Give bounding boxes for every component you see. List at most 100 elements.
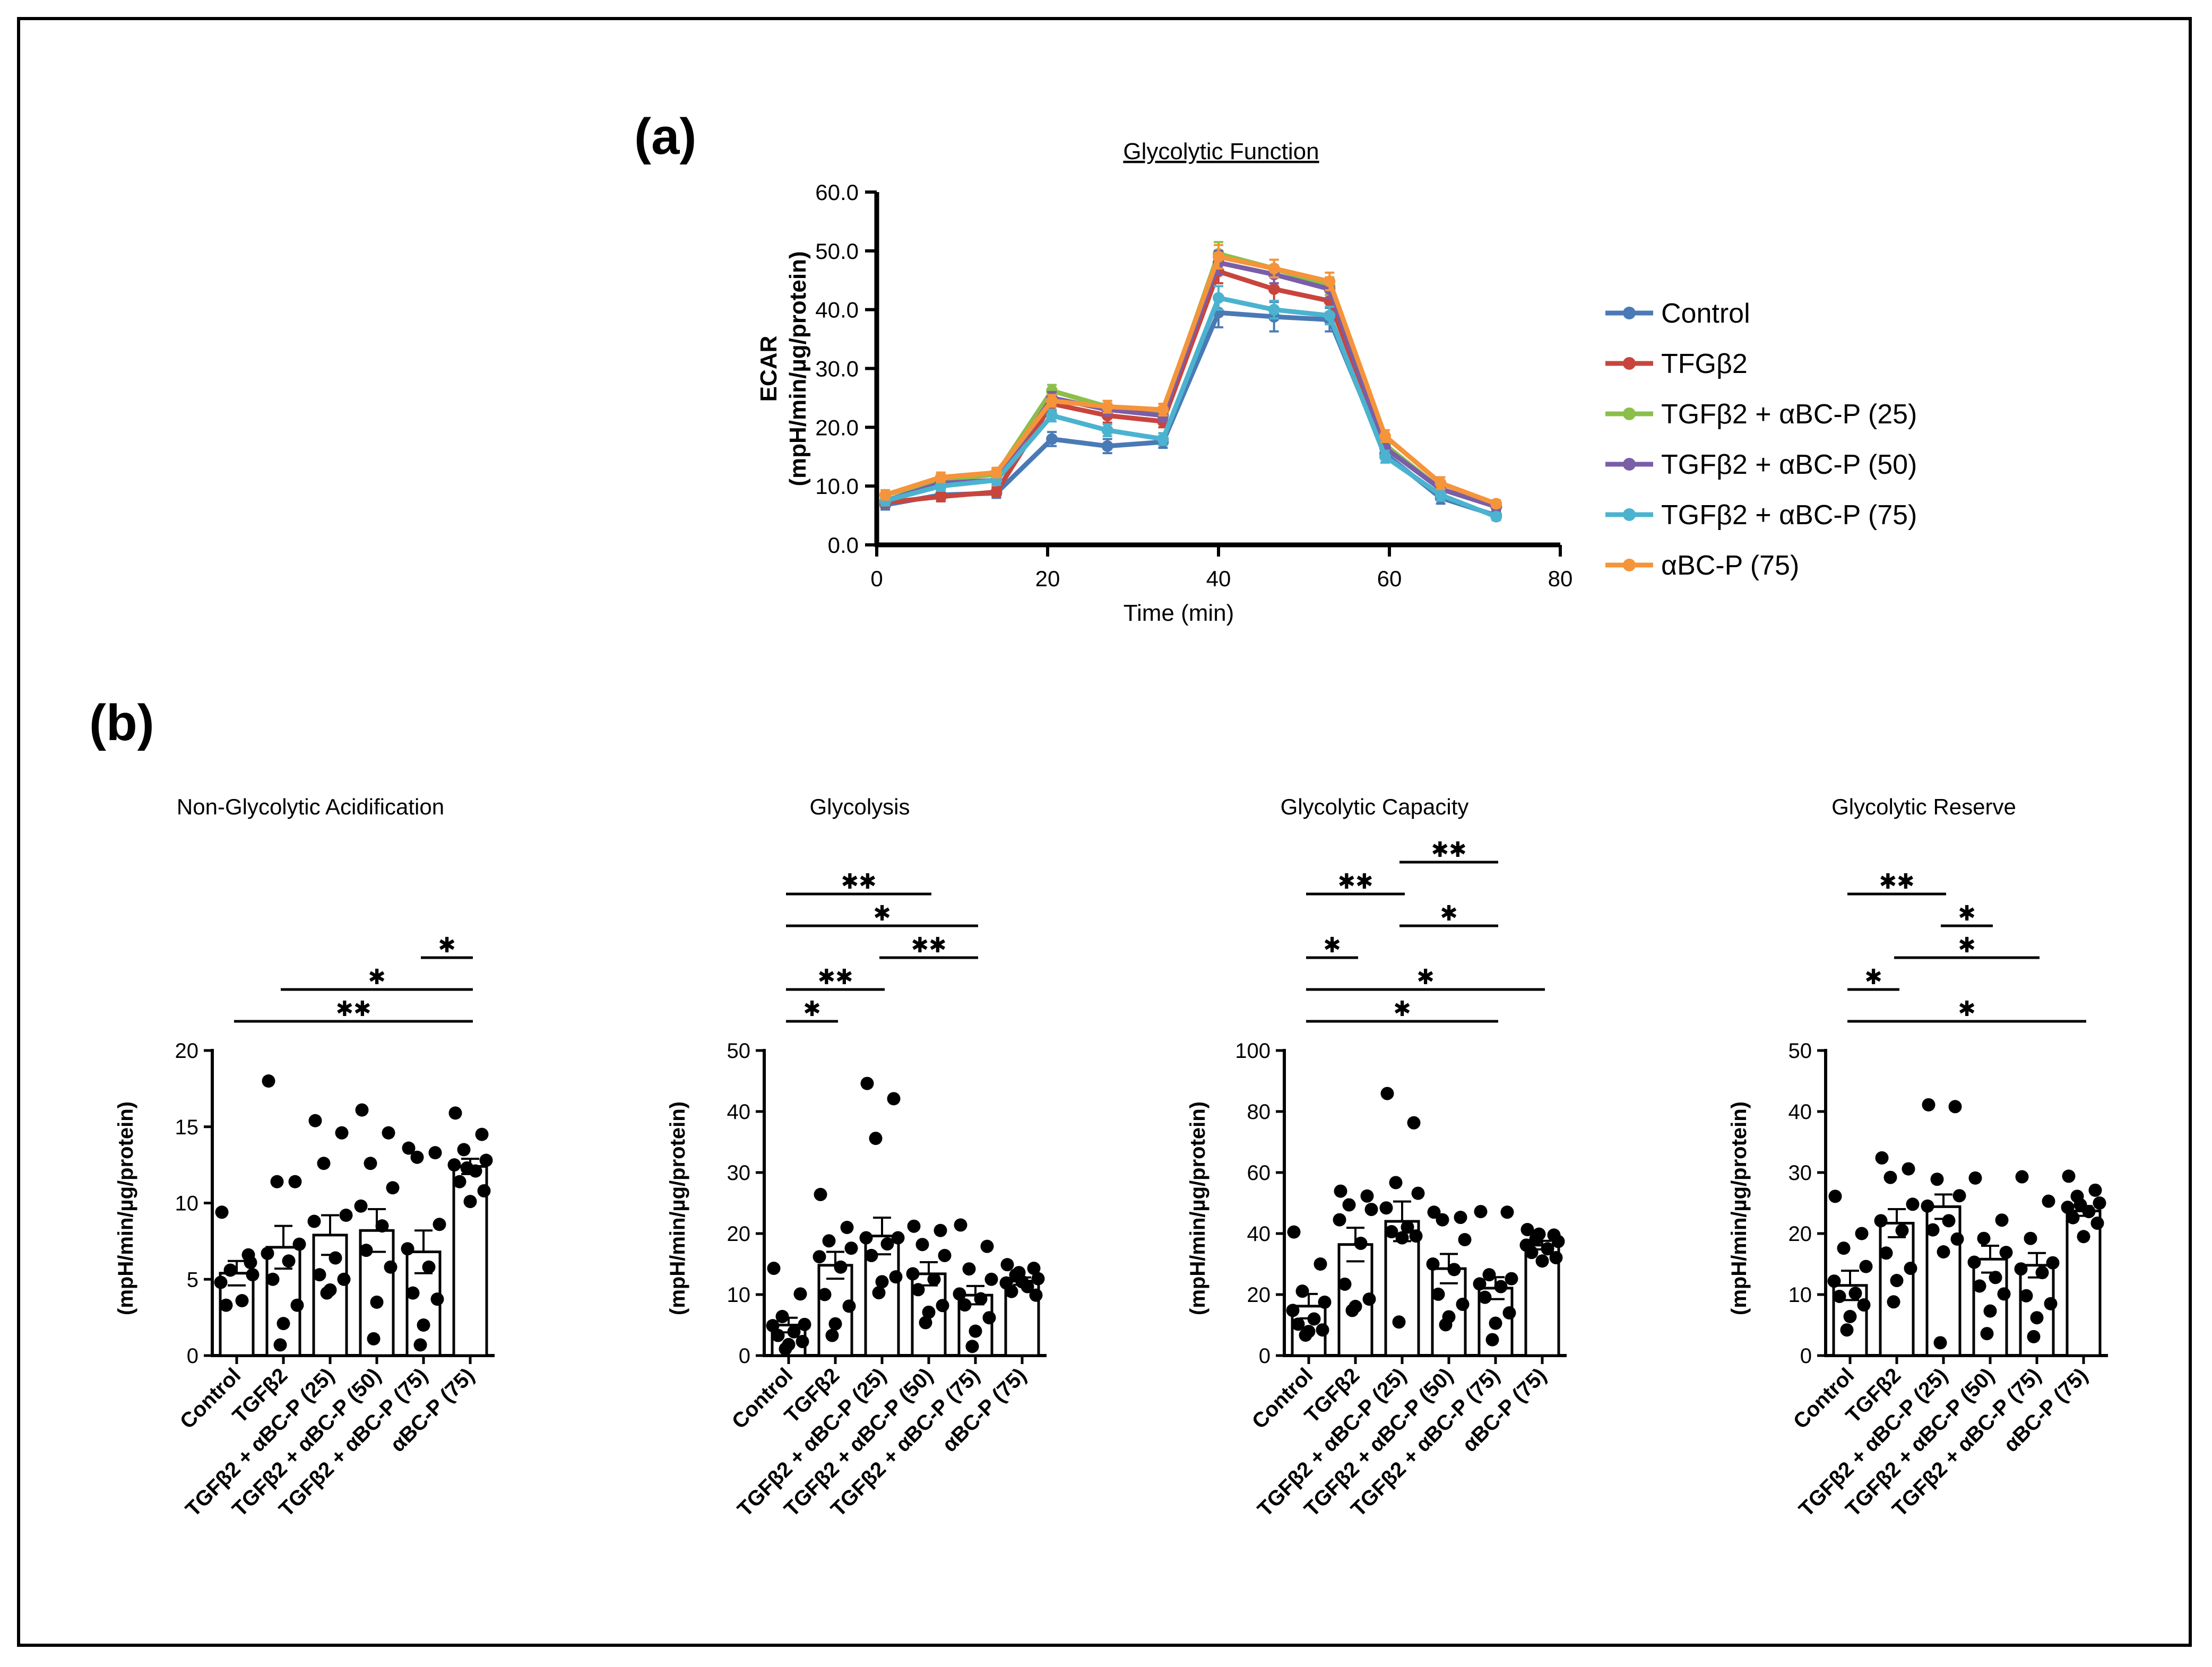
data-point: [1307, 1312, 1321, 1326]
data-point: [798, 1317, 811, 1331]
significance-label: ✱: [1958, 997, 1976, 1021]
data-point: [386, 1181, 400, 1195]
data-point: [1983, 1304, 1997, 1318]
data-point: [1439, 1318, 1453, 1332]
x-tick-label: 80: [1548, 566, 1573, 591]
x-tick-label: Control: [1789, 1364, 1859, 1434]
significance-label: ✱: [1864, 966, 1882, 989]
data-point: [448, 1106, 462, 1120]
y-tick-label: 10: [1788, 1283, 1812, 1307]
data-point: [453, 1175, 466, 1188]
y-axis-label-line1: ECAR: [756, 336, 782, 402]
data-point: [1364, 1203, 1378, 1217]
data-point: [1456, 1297, 1470, 1311]
data-point: [235, 1294, 249, 1307]
data-point: [1286, 1304, 1300, 1317]
significance-label: ✱: [1323, 934, 1341, 957]
data-point: [1411, 1186, 1425, 1200]
data-point: [1952, 1189, 1966, 1203]
series-line: [884, 254, 1497, 506]
data-point: [779, 1342, 792, 1356]
data-point: [766, 1319, 780, 1333]
data-point: [1435, 489, 1447, 501]
glycolytic-reserve-chart: Glycolytic Reserve 0 10 20 30 40 50 (mpH/min/µg…: [1727, 794, 2108, 1521]
data-point: [934, 1223, 947, 1237]
data-point: [1333, 1213, 1346, 1227]
data-point: [1926, 1223, 1940, 1237]
data-point: [825, 1329, 839, 1342]
data-point: [1380, 1087, 1394, 1100]
data-point: [842, 1299, 856, 1313]
data-point: [273, 1338, 287, 1352]
data-point: [906, 1267, 920, 1281]
data-point: [337, 1272, 351, 1286]
data-point: [1012, 1266, 1026, 1280]
data-point: [936, 1299, 949, 1313]
legend-marker: [1623, 357, 1636, 370]
y-tick-label: 0: [739, 1344, 750, 1368]
significance-label: ✱: [1393, 997, 1411, 1021]
data-point: [261, 1246, 274, 1260]
data-point: [219, 1298, 233, 1312]
x-tick-label: Control: [728, 1364, 798, 1434]
data-point: [767, 1262, 781, 1275]
significance-label: ✱✱: [335, 997, 371, 1021]
non-glycolytic-acidification-chart: Non-Glycolytic Acidification 0 5 10 15 20 (mpH…: [114, 794, 495, 1521]
data-point: [1875, 1151, 1889, 1165]
data-point: [844, 1241, 858, 1255]
data-point: [1360, 1189, 1374, 1203]
data-point: [410, 1150, 424, 1164]
data-point: [320, 1286, 334, 1300]
data-point: [2046, 1256, 2060, 1270]
y-tick-label: 100: [1235, 1039, 1271, 1063]
data-point: [990, 466, 1003, 479]
data-point: [1314, 1257, 1327, 1271]
data-point: [1324, 275, 1336, 288]
data-point: [355, 1103, 369, 1117]
data-point: [907, 1219, 921, 1233]
data-point: [915, 1238, 929, 1252]
data-point: [244, 1256, 257, 1270]
data-point: [822, 1234, 836, 1248]
data-point: [1902, 1162, 1915, 1176]
data-point: [1409, 1229, 1423, 1243]
y-tick-label: 40: [1788, 1100, 1812, 1124]
x-tick-label: 40: [1206, 566, 1231, 591]
data-point: [417, 1318, 430, 1332]
y-tick-label: 40: [1247, 1222, 1271, 1246]
data-point: [223, 1263, 237, 1277]
y-tick-label: 10: [175, 1192, 199, 1215]
data-point: [375, 1219, 389, 1233]
data-point: [1046, 410, 1058, 422]
data-point: [262, 1074, 275, 1088]
data-point: [1474, 1205, 1488, 1219]
data-point: [1436, 1213, 1449, 1227]
data-point: [460, 1161, 474, 1175]
y-axis-label-line2: (mpH/min/µg/protein): [785, 251, 811, 486]
data-point: [370, 1295, 384, 1309]
data-point: [308, 1114, 322, 1127]
data-point: [1525, 1246, 1539, 1260]
data-point: [1342, 1198, 1356, 1212]
data-point: [2030, 1311, 2044, 1325]
data-point: [479, 1153, 493, 1167]
data-point: [1000, 1258, 1014, 1272]
data-point: [1299, 1328, 1312, 1342]
data-point: [1268, 263, 1280, 275]
data-point: [954, 1218, 967, 1232]
significance-label: ✱✱: [911, 934, 946, 957]
data-point: [911, 1283, 925, 1297]
y-axis-label: (mpH/min/µg/protein): [1727, 1101, 1751, 1315]
data-point: [1502, 1306, 1516, 1319]
data-point: [402, 1141, 416, 1155]
data-point: [969, 1324, 982, 1338]
data-point: [1828, 1190, 1842, 1203]
data-point: [814, 1187, 827, 1201]
legend-label: αBC-P (75): [1661, 550, 1799, 581]
data-point: [1157, 404, 1169, 416]
data-point: [2066, 1211, 2080, 1225]
legend-marker: [1623, 508, 1636, 521]
data-point: [1840, 1323, 1854, 1337]
data-point: [292, 1237, 306, 1251]
data-point: [980, 1239, 994, 1253]
